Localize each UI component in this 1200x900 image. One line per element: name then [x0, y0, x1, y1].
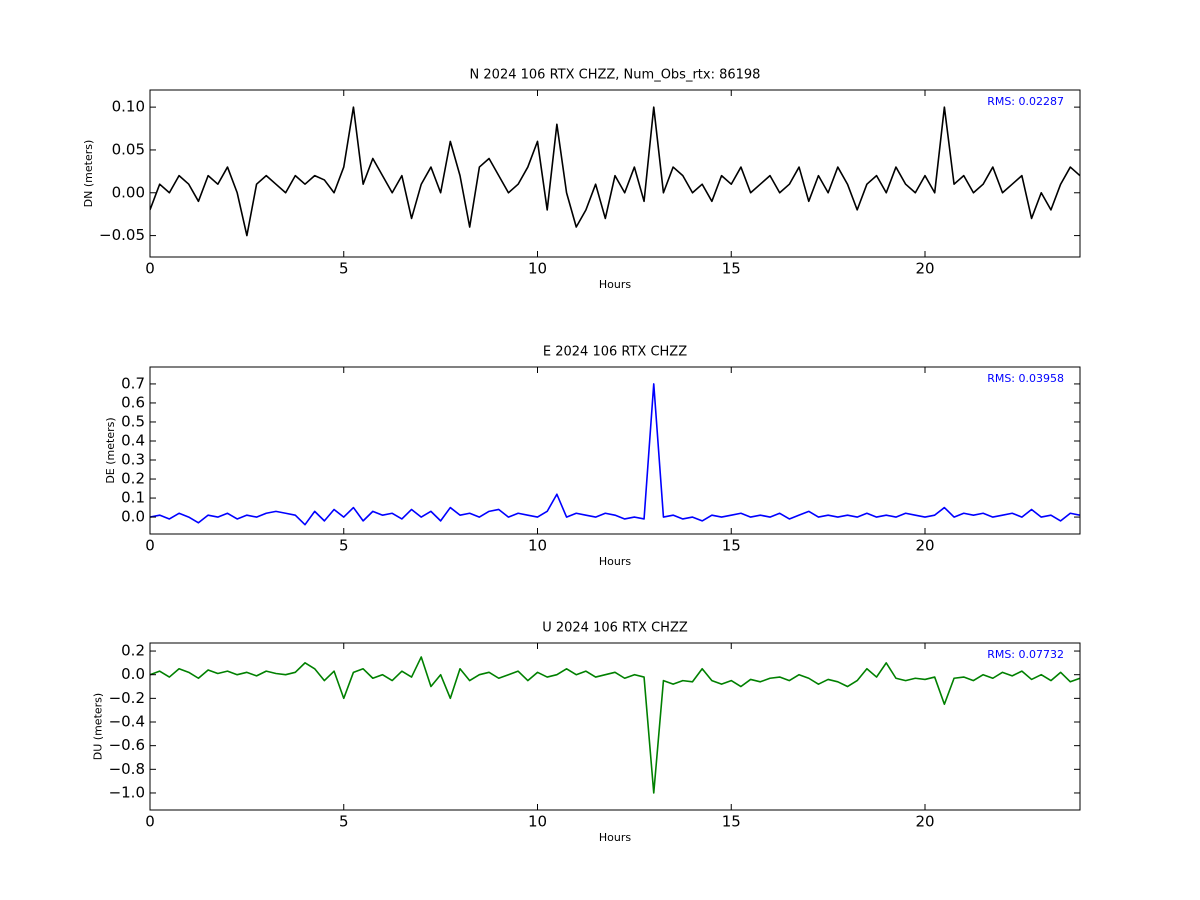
y-tick-label: 0.4 [121, 431, 145, 449]
y-tick-label: −0.2 [109, 689, 145, 707]
x-tick-label: 20 [915, 537, 934, 555]
y-tick-label: 0.2 [121, 642, 145, 660]
y-tick-label: 0.6 [121, 393, 145, 411]
axes-frame [149, 89, 1081, 258]
x-axis-label: Hours [599, 831, 631, 844]
y-tick-label: 0.0 [121, 665, 145, 683]
plot-area [150, 656, 1080, 794]
y-tick-label: −0.8 [109, 760, 145, 778]
x-tick-label: 10 [528, 537, 547, 555]
axes-frame [149, 642, 1081, 811]
subplot-title: N 2024 106 RTX CHZZ, Num_Obs_rtx: 86198 [470, 68, 761, 83]
data-line [150, 106, 1080, 237]
x-tick-label: 5 [339, 260, 349, 278]
plot-area [150, 383, 1080, 526]
rms-annotation: RMS: 0.03958 [987, 372, 1064, 385]
x-tick-label: 15 [722, 813, 741, 831]
y-tick-label: −0.05 [99, 226, 145, 244]
y-tick-label: 0.5 [121, 412, 145, 430]
y-tick-label: 0.0 [121, 508, 145, 526]
x-tick-label: 20 [915, 813, 934, 831]
subplot-title: U 2024 106 RTX CHZZ [542, 621, 688, 636]
y-tick-label: 0.00 [112, 183, 145, 201]
y-tick-label: 0.1 [121, 489, 145, 507]
y-tick-label: 0.2 [121, 470, 145, 488]
y-axis-label: DE (meters) [104, 417, 117, 483]
data-line [150, 656, 1080, 794]
y-tick-label: −0.4 [109, 713, 145, 731]
x-tick-label: 15 [722, 260, 741, 278]
x-tick-label: 15 [722, 537, 741, 555]
subplot-title: E 2024 106 RTX CHZZ [543, 345, 687, 360]
y-tick-label: −0.6 [109, 736, 145, 754]
y-tick-label: 0.10 [112, 98, 145, 116]
x-tick-label: 10 [528, 813, 547, 831]
rms-annotation: RMS: 0.07732 [987, 648, 1064, 661]
y-axis-label: DU (meters) [92, 693, 105, 760]
x-tick-label: 0 [145, 813, 155, 831]
x-tick-label: 5 [339, 537, 349, 555]
y-tick-label: 0.3 [121, 451, 145, 469]
y-axis-label: DN (meters) [82, 140, 95, 208]
x-tick-label: 0 [145, 260, 155, 278]
x-tick-label: 20 [915, 260, 934, 278]
y-tick-label: −1.0 [109, 783, 145, 801]
x-tick-label: 5 [339, 813, 349, 831]
x-axis-label: Hours [599, 555, 631, 568]
data-line [150, 383, 1080, 526]
axes-frame [149, 366, 1081, 535]
x-tick-label: 10 [528, 260, 547, 278]
y-tick-label: 0.7 [121, 374, 145, 392]
plot-area [150, 106, 1080, 237]
y-tick-label: 0.05 [112, 140, 145, 158]
rms-annotation: RMS: 0.02287 [987, 95, 1064, 108]
x-tick-label: 0 [145, 537, 155, 555]
x-axis-label: Hours [599, 278, 631, 291]
